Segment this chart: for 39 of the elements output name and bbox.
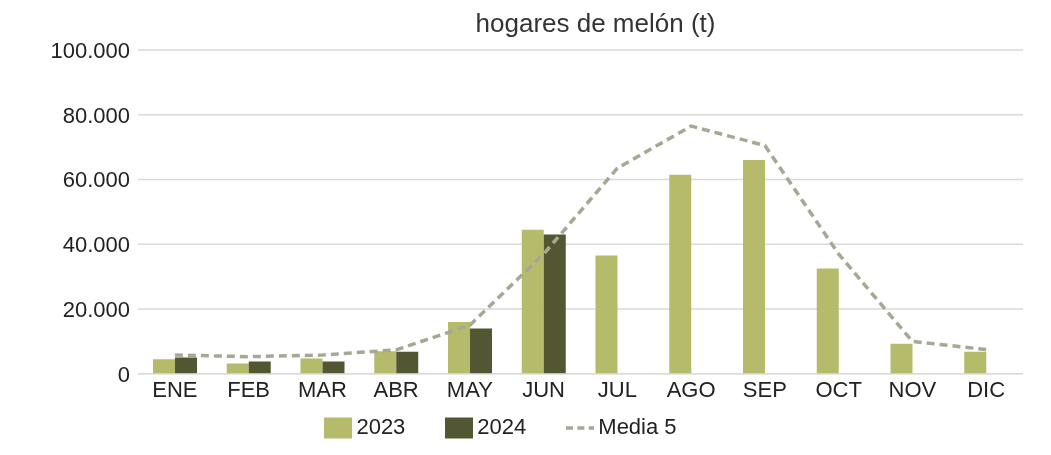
bar	[448, 322, 470, 374]
x-tick-label: JUL	[597, 377, 637, 403]
x-tick-label: JUN	[522, 377, 566, 403]
bar	[669, 174, 692, 374]
bar	[890, 343, 913, 374]
x-tick-label: NOV	[888, 377, 937, 403]
x-tick-label: OCT	[815, 377, 862, 403]
x-tick-label: MAY	[446, 377, 494, 403]
legend-label: 2024	[477, 413, 527, 439]
bar	[374, 351, 397, 374]
x-tick-label: ABR	[373, 377, 419, 403]
y-tick-label: 40.000	[62, 232, 130, 258]
bar	[396, 351, 419, 374]
bar	[595, 255, 618, 374]
bar	[153, 359, 175, 374]
bar	[816, 268, 839, 374]
x-tick-label: FEB	[227, 377, 271, 403]
bar	[543, 234, 566, 374]
chart-title: hogares de melón (t)	[474, 8, 717, 40]
bar	[226, 363, 249, 374]
y-tick-label: 20.000	[62, 296, 130, 322]
x-tick-label: ENE	[152, 377, 198, 403]
bar	[470, 328, 492, 374]
x-tick-label: AGO	[666, 377, 716, 403]
line-series	[173, 124, 988, 359]
y-tick-label: 0	[117, 361, 130, 387]
legend-label: 2023	[356, 413, 406, 439]
legend-label: Media 5	[598, 413, 677, 439]
bar	[743, 160, 765, 374]
x-tick-label: MAR	[297, 377, 347, 403]
y-tick-label: 60.000	[62, 167, 130, 193]
y-tick-label: 100.000	[50, 37, 130, 63]
bar	[175, 357, 197, 374]
x-tick-label: DIC	[967, 377, 1006, 403]
x-tick-label: SEP	[742, 377, 787, 403]
bar	[964, 351, 987, 374]
bar	[300, 358, 323, 374]
bar	[521, 229, 544, 374]
y-tick-label: 80.000	[62, 102, 130, 128]
